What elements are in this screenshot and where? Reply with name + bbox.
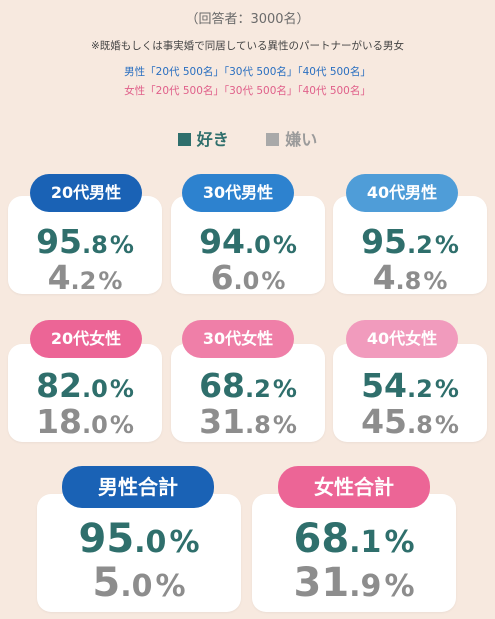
label-female-40s: 40代女性 [346,320,458,358]
respondents-count: （回答者：3000名） [185,12,310,27]
card-female-30s: 68.2% 31.8% [171,344,325,442]
survey-note: ※既婚もしくは事実婚で同居している異性のパートナーがいる男女 [91,40,404,52]
legend-like-swatch [177,133,191,146]
legend-like-label: 好き [196,130,229,149]
card-female-40s: 54.2% 45.8% [333,344,487,442]
label-female-30s: 30代女性 [182,320,294,358]
dislike-percentage: 4.8% [372,258,448,297]
card-male-total: 95.0% 5.0% [37,494,241,612]
label-male-30s: 30代男性 [182,174,294,212]
like-percentage: 54.2% [361,366,459,405]
like-percentage: 94.0% [199,222,297,261]
male-groups-info: 男性「20代 500名」「30代 500名」「40代 500名」 [124,66,371,78]
card-female-20s: 82.0% 18.0% [8,344,162,442]
dislike-percentage: 45.8% [361,402,459,441]
dislike-percentage: 4.2% [47,258,123,297]
dislike-percentage: 6.0% [210,258,286,297]
label-female-20s: 20代女性 [30,320,142,358]
like-percentage: 95.0% [78,516,200,562]
dislike-percentage: 31.8% [199,402,297,441]
card-male-40s: 95.2% 4.8% [333,196,487,297]
card-male-30s: 94.0% 6.0% [171,196,325,297]
dislike-percentage: 5.0% [92,560,186,606]
label-male-20s: 20代男性 [30,174,142,212]
dislike-percentage: 31.9% [293,560,415,606]
dislike-percentage: 18.0% [36,402,134,441]
like-percentage: 68.2% [199,366,297,405]
female-groups-info: 女性「20代 500名」「30代 500名」「40代 500名」 [124,85,371,97]
legend-like: 好き [177,126,229,150]
card-male-20s: 95.8% 4.2% [8,196,162,297]
card-female-total: 68.1% 31.9% [252,494,456,612]
legend: 好き 嫌い [0,126,495,150]
like-percentage: 95.8% [36,222,134,261]
like-percentage: 95.2% [361,222,459,261]
label-female-total: 女性合計 [278,466,430,508]
label-male-total: 男性合計 [62,466,214,508]
like-percentage: 68.1% [293,516,415,562]
like-percentage: 82.0% [36,366,134,405]
legend-dislike-label: 嫌い [285,130,318,149]
label-male-40s: 40代男性 [346,174,458,212]
legend-dislike: 嫌い [266,126,317,150]
legend-dislike-swatch [266,133,280,146]
